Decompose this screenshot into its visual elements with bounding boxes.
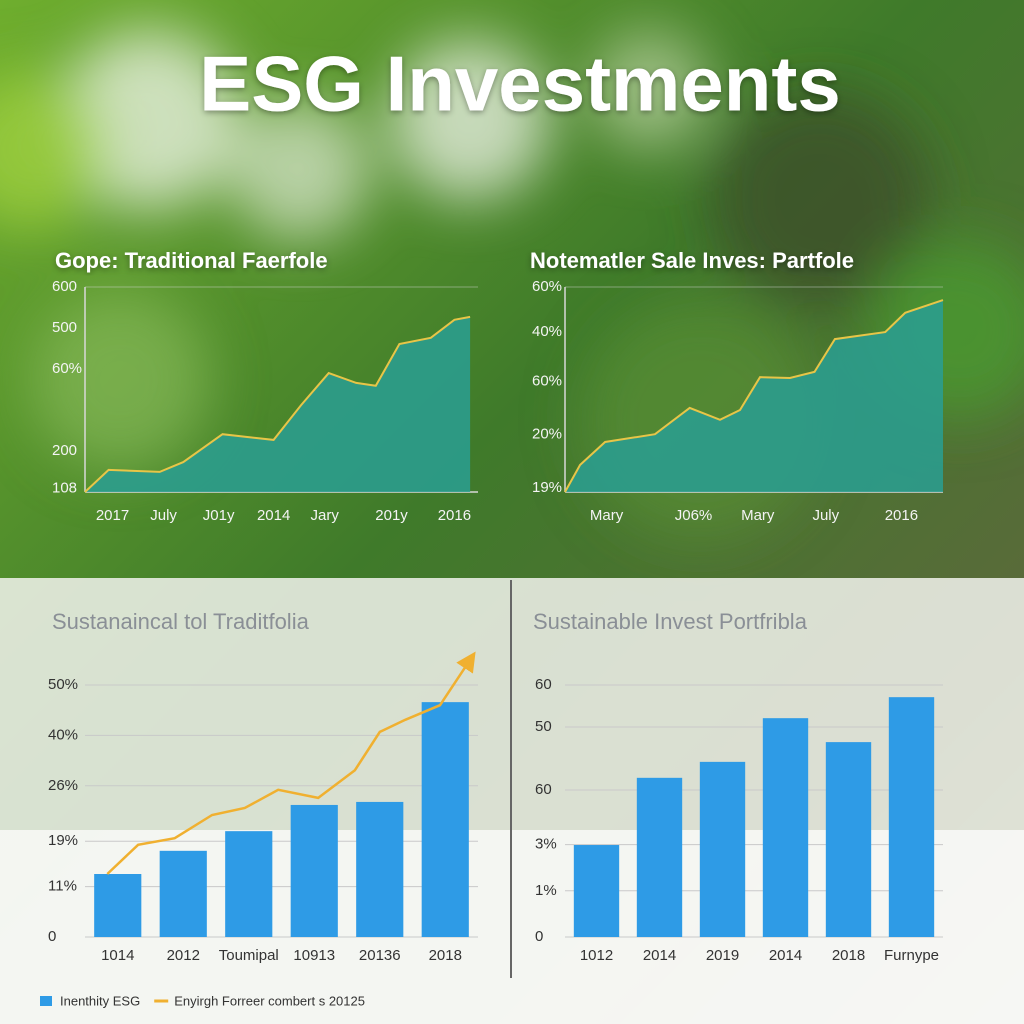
y-tick-label: 0	[48, 928, 56, 945]
y-tick-label: 40%	[48, 726, 78, 743]
y-tick-label: 0	[535, 928, 543, 945]
x-tick-label: Furnype	[884, 947, 939, 964]
bar	[290, 804, 338, 937]
chart-title: Sustanaincal tol Traditfolia	[52, 609, 310, 634]
x-tick-label: Mary	[741, 507, 775, 524]
bar	[825, 742, 872, 937]
bar	[699, 761, 746, 937]
page-title: ESG Investments	[199, 40, 841, 128]
y-tick-label: 60%	[532, 278, 562, 295]
y-tick-label: 1%	[535, 882, 557, 899]
bar	[762, 718, 809, 937]
y-tick-label: 11%	[48, 878, 77, 895]
legend-label: Inenthity ESG	[60, 993, 140, 1008]
x-tick-label: 2014	[643, 947, 676, 964]
x-tick-label: 201y	[375, 507, 408, 524]
y-tick-label: 20%	[532, 426, 562, 443]
x-tick-label: J01y	[203, 507, 235, 524]
x-tick-label: 2014	[257, 507, 290, 524]
y-tick-label: 50%	[48, 676, 78, 693]
x-tick-label: Jary	[311, 507, 340, 524]
area-fill	[565, 300, 943, 492]
bar	[636, 777, 683, 937]
trend-line	[106, 651, 476, 875]
bar	[356, 801, 404, 937]
chart-title: Sustainable Invest Portfribla	[533, 609, 808, 634]
chart-title: Notematler Sale Inves: Partfole	[530, 248, 854, 273]
y-tick-label: 3%	[535, 836, 557, 853]
x-tick-label: July	[812, 507, 839, 524]
x-tick-label: 2016	[438, 507, 471, 524]
legend-label: Enyirgh Forreer combert s 20125	[174, 993, 365, 1008]
bar	[94, 874, 142, 937]
bar	[159, 850, 207, 937]
x-tick-label: J06%	[675, 507, 713, 524]
y-tick-label: 60	[535, 781, 552, 798]
area-line	[84, 315, 471, 493]
x-tick-label: 20136	[359, 947, 401, 964]
y-tick-label: 19%	[48, 832, 78, 849]
y-tick-label: 600	[52, 278, 77, 295]
x-tick-label: 2012	[167, 947, 200, 964]
area-fill	[85, 316, 471, 492]
x-tick-label: 2017	[96, 507, 129, 524]
y-tick-label: 60%	[532, 372, 562, 389]
y-tick-label: 40%	[532, 323, 562, 340]
y-tick-label: 19%	[532, 479, 562, 496]
x-tick-label: 2018	[429, 947, 462, 964]
x-tick-label: 1014	[101, 947, 134, 964]
y-tick-label: 26%	[48, 777, 78, 794]
y-tick-label: 50	[535, 718, 552, 735]
bar	[225, 831, 273, 937]
bar	[573, 845, 620, 937]
y-tick-label: 60%	[52, 360, 82, 377]
x-tick-label: 2018	[832, 947, 865, 964]
y-tick-label: 500	[52, 319, 77, 336]
x-tick-label: 2019	[706, 947, 739, 964]
y-tick-label: 60	[535, 676, 552, 693]
x-tick-label: 2014	[769, 947, 802, 964]
x-tick-label: July	[150, 507, 177, 524]
chart-title: Gope: Traditional Faerfole	[55, 248, 328, 273]
x-tick-label: 2016	[885, 507, 918, 524]
y-tick-label: 108	[52, 480, 77, 497]
bar	[421, 702, 469, 937]
x-tick-label: Toumipal	[219, 947, 279, 964]
y-tick-label: 200	[52, 442, 77, 459]
area-line	[564, 299, 944, 493]
bar	[888, 697, 935, 937]
x-tick-label: Mary	[590, 507, 624, 524]
legend-swatch	[40, 996, 52, 1006]
x-tick-label: 10913	[293, 947, 335, 964]
x-tick-label: 1012	[580, 947, 613, 964]
